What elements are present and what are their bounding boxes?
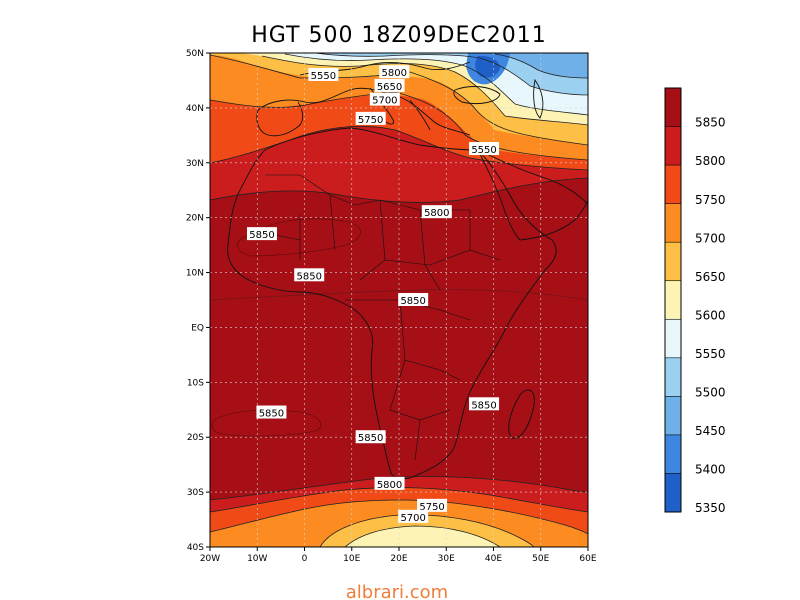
band-5450-north bbox=[440, 53, 588, 78]
contour-label: 5550 bbox=[311, 71, 336, 82]
contour-label: 5850 bbox=[471, 400, 496, 411]
black-sea bbox=[453, 86, 501, 105]
arabia-coastline bbox=[477, 149, 588, 241]
colorbar-swatch bbox=[665, 396, 681, 435]
lon-tick-label: 10E bbox=[343, 554, 360, 564]
contour-label-bg bbox=[398, 509, 429, 523]
contour-label: 5850 bbox=[296, 271, 321, 282]
lat-tick-label: 20N bbox=[186, 214, 204, 224]
colorbar-label: 5650 bbox=[695, 270, 726, 284]
contour-label: 5850 bbox=[400, 296, 425, 307]
madagascar bbox=[508, 389, 535, 439]
contour-label: 5800 bbox=[377, 480, 402, 491]
contour-label: 5550 bbox=[471, 145, 496, 156]
lat-tick-label: 10N bbox=[186, 269, 204, 279]
caspian bbox=[533, 78, 544, 119]
contour-label-bg bbox=[308, 67, 339, 81]
lon-tick-label: 20W bbox=[200, 554, 220, 564]
contour-label: 5800 bbox=[382, 68, 407, 79]
lat-tick-label: EQ bbox=[191, 323, 204, 333]
plot-area: 5550 580056505700575055505800585058505850… bbox=[210, 53, 588, 547]
contour-label-bg bbox=[417, 498, 448, 512]
contour-label-bg bbox=[374, 78, 405, 92]
low-core-north bbox=[475, 55, 500, 78]
colorbar-swatch bbox=[665, 242, 681, 281]
contour-label-bg bbox=[398, 293, 429, 306]
colorbar-swatch bbox=[665, 165, 681, 204]
contour-label-bg bbox=[469, 397, 500, 411]
lon-tick-label: 0 bbox=[302, 554, 308, 564]
lon-tick-label: 60E bbox=[579, 554, 596, 564]
colorbar-swatch bbox=[665, 280, 681, 320]
lat-tick-label: 50N bbox=[186, 49, 204, 59]
lon-tick-label: 10W bbox=[247, 554, 267, 564]
lat-tick-label: 40S bbox=[187, 543, 204, 553]
colorbar-label: 5450 bbox=[695, 424, 726, 438]
colorbar-swatch bbox=[665, 126, 681, 166]
contour-label: 5850 bbox=[249, 230, 274, 241]
lon-tick-label: 20E bbox=[390, 554, 407, 564]
contour-label-bg bbox=[374, 476, 405, 490]
contour-label-bg bbox=[355, 430, 386, 444]
contour-label: 5800 bbox=[424, 208, 449, 219]
lat-tick-label: 10S bbox=[187, 378, 204, 388]
colorbar-frame bbox=[664, 87, 682, 513]
colorbar-label: 5500 bbox=[695, 386, 726, 400]
lat-tick-label: 20S bbox=[187, 433, 204, 443]
contour-label-bg bbox=[355, 111, 386, 125]
colorbar-label: 5600 bbox=[695, 308, 726, 322]
colorbar-swatch bbox=[665, 203, 681, 243]
lon-tick-label: 40E bbox=[485, 554, 502, 564]
colorbar-label: 5400 bbox=[695, 463, 726, 477]
contour-label-bg bbox=[294, 268, 325, 282]
contour-label: 5750 bbox=[358, 115, 383, 126]
lat-tick-label: 30S bbox=[187, 488, 204, 498]
contour-label-bg bbox=[421, 205, 452, 219]
red-sea-coast bbox=[477, 149, 521, 241]
contour-label: 5850 bbox=[358, 433, 383, 444]
lon-tick-label: 30E bbox=[438, 554, 455, 564]
iberia bbox=[256, 101, 304, 137]
colorbar-label: 5350 bbox=[695, 501, 726, 515]
colorbar-label: 5850 bbox=[695, 116, 726, 130]
colorbar-label: 5550 bbox=[695, 347, 726, 361]
site-credit: albrari.com bbox=[346, 582, 448, 600]
map-title: HGT 500 18Z09DEC2011 bbox=[251, 23, 546, 48]
contour-label: 5700 bbox=[400, 513, 425, 524]
colorbar-label: 5800 bbox=[695, 154, 726, 168]
contour-labels: 5550 580056505700575055505800585058505850… bbox=[246, 65, 500, 524]
lat-tick-label: 40N bbox=[186, 104, 204, 114]
colorbar-swatch bbox=[665, 357, 681, 397]
colorbar-swatch bbox=[665, 434, 681, 474]
contour-label-bg bbox=[256, 405, 287, 419]
colorbar-swatch bbox=[665, 88, 681, 127]
contour-label: 5700 bbox=[372, 96, 397, 107]
colorbar-label: 5700 bbox=[695, 231, 726, 245]
contour-label-bg bbox=[246, 227, 277, 241]
contour-label: 5750 bbox=[419, 502, 444, 513]
colorbar-swatch bbox=[665, 473, 681, 512]
contour-label-bg bbox=[369, 92, 400, 106]
contour-label-bg bbox=[379, 65, 410, 79]
lon-tick-label: 50E bbox=[532, 554, 549, 564]
colorbar-swatch bbox=[665, 319, 681, 358]
contour-label: 5650 bbox=[377, 82, 402, 93]
lat-tick-label: 30N bbox=[186, 159, 204, 169]
colorbar: 5850 5800 5750 5700 5650 5600 5550 5500 5450 5400… bbox=[664, 87, 726, 515]
contour-label-bg bbox=[469, 142, 500, 156]
colorbar-label: 5750 bbox=[695, 193, 726, 207]
band-5500-north bbox=[310, 53, 588, 95]
contour-label: 5850 bbox=[259, 409, 284, 420]
